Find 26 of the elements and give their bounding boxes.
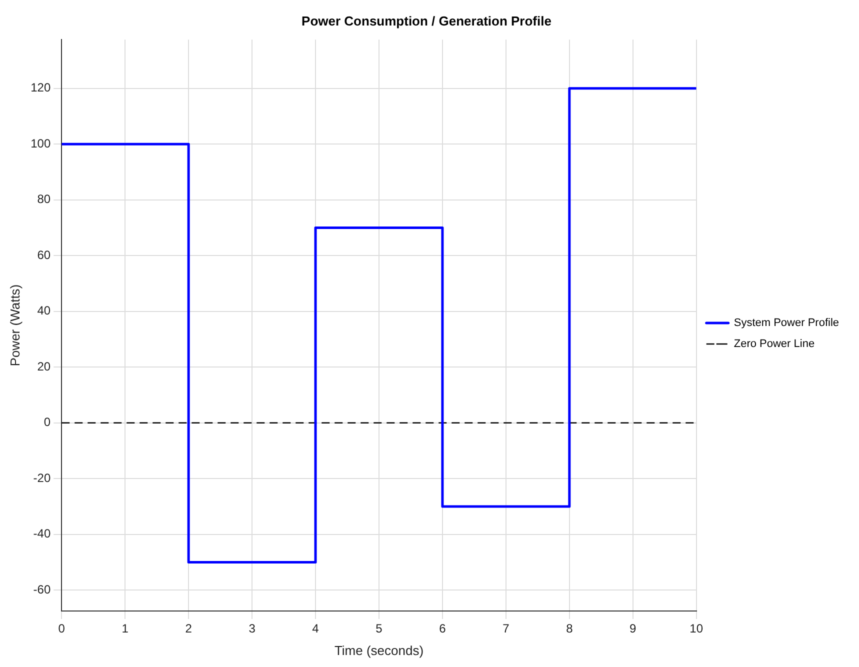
x-tick-label: 2 bbox=[185, 622, 192, 636]
y-tick-label: -60 bbox=[33, 582, 51, 596]
legend-label: System Power Profile bbox=[734, 317, 840, 330]
y-tick-label: 0 bbox=[44, 415, 51, 430]
x-tick-label: 5 bbox=[376, 622, 383, 636]
y-tick-label: -40 bbox=[33, 526, 51, 541]
y-tick-label: 20 bbox=[37, 359, 51, 374]
y-tick-label: 120 bbox=[30, 80, 51, 95]
x-tick-label: 4 bbox=[312, 622, 320, 636]
y-tick-label: 100 bbox=[30, 136, 51, 150]
y-tick-label: 60 bbox=[37, 248, 51, 262]
y-tick-label: -20 bbox=[33, 470, 51, 485]
x-tick-label: 1 bbox=[122, 622, 129, 636]
chart-title: Power Consumption / Generation Profile bbox=[302, 13, 552, 28]
x-tick-label: 10 bbox=[690, 622, 704, 636]
x-tick-label: 9 bbox=[630, 622, 637, 636]
x-tick-label: 0 bbox=[58, 622, 66, 636]
y-axis-title: Power (Watts) bbox=[7, 284, 22, 366]
x-axis-title: Time (seconds) bbox=[334, 642, 424, 658]
x-tick-label: 7 bbox=[502, 622, 510, 636]
x-tick-label: 3 bbox=[248, 622, 256, 636]
legend-label: Zero Power Line bbox=[734, 338, 815, 350]
y-tick-label: 40 bbox=[37, 304, 51, 318]
x-tick-label: 8 bbox=[566, 622, 574, 636]
x-tick-label: 6 bbox=[439, 622, 446, 636]
y-tick-label: 80 bbox=[37, 192, 51, 206]
